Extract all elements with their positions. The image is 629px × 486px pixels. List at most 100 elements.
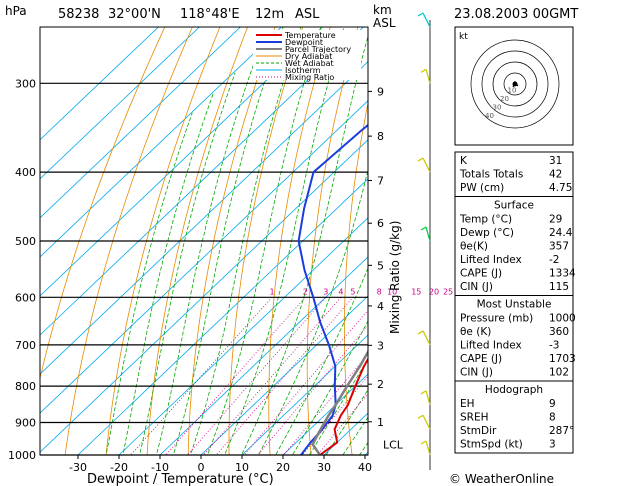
panel-row-label: Lifted Index [460,340,522,352]
panel-row-value: 3 [549,439,556,451]
legend-entry: Isotherm [285,66,321,75]
isotherm-line [40,27,364,336]
wind-barb-flag [417,12,424,17]
wet-adiabat-line [122,93,214,455]
temperature-tick-label: -20 [110,461,128,474]
dry-adiabat-line [40,27,166,380]
plot-frame [39,26,369,456]
wet-adiabat-line [342,416,368,455]
wind-barb-flag [420,68,427,73]
wind-barb [422,330,431,346]
km-tick-label: 7 [377,174,384,187]
wet-adiabat-line [207,27,322,455]
wind-barb-flag [417,330,424,335]
legend-entry: Dry Adiabat [285,52,332,61]
mixing-ratio-label: 20 [429,287,439,296]
panel-row-label: StmDir [460,425,497,437]
km-tick-label: 5 [377,259,384,272]
km-tick-label: 6 [377,217,384,230]
panel-row-value: -2 [549,254,559,266]
panel-row-label: PW (cm) [460,182,504,194]
panel-row-label: Temp (°C) [459,214,512,226]
mixing-ratio-line [215,297,354,455]
legend-box [253,30,361,80]
temperature-tick-label: -30 [69,461,87,474]
dry-adiabat-line [187,27,276,455]
pressure-tick-label: 1000 [8,449,36,462]
km-tick-label: 8 [377,130,384,143]
station-asl: ASL [295,7,320,22]
panel-row-value: 102 [549,367,569,379]
km-asl-label: ASL [373,16,396,30]
dry-adiabat-line [575,14,629,470]
hpa-axis-label: hPa [5,4,27,18]
isotherm-line [40,61,368,375]
station-lon: 118°48'E [180,7,240,22]
temperature-tick-label: 0 [198,461,205,474]
panel-row-value: 287° [549,425,574,437]
panel-row-label: CAPE (J) [460,268,502,280]
km-axis-label: km [373,3,392,17]
panel-row-value: 1334 [549,268,576,280]
hodograph-ring [503,72,527,96]
panel-row-value: 115 [549,281,569,293]
wind-barb-flag [417,414,424,419]
isotherm-line [40,139,368,453]
dry-adiabat-line [306,27,359,455]
km-tick-label: 1 [377,416,384,429]
wet-adiabat-line [155,50,259,455]
mixing-ratio-label: 15 [411,287,421,296]
dewpoint-profile [297,123,368,455]
hodograph-ring [492,61,538,107]
hodograph-stats-box-title: Hodograph [485,384,543,396]
dry-adiabat-line [268,27,331,455]
wet-adiabat-line [139,72,236,455]
pressure-tick-label: 600 [15,291,36,304]
isotherm-line [40,27,241,219]
hodograph-kt-label: kt [459,32,468,42]
isotherm-line [40,100,368,414]
weatheronline-credit: © WeatherOnline [449,472,554,486]
station-elevation: 12m [255,7,284,22]
mixing-ratio-label: 10 [387,287,397,296]
temperature-tick-label: 20 [276,461,290,474]
panel-row-value: 9 [549,398,556,410]
panel-row-label: Dewp (°C) [460,227,514,239]
pressure-tick-label: 300 [15,77,36,90]
hodograph-trace [512,80,519,88]
wind-barb [425,69,431,84]
wind-barb-flag [417,157,424,162]
panel-row-value: 29 [549,214,562,226]
indices-box [454,151,574,197]
dry-adiabat-line [146,27,249,455]
mixing-ratio-label: 1 [270,287,275,296]
panel-row-label: θe(K) [460,241,488,253]
isotherm-line [40,27,282,258]
wet-adiabat-line [224,27,345,455]
panel-row-value: 360 [549,326,569,338]
pressure-tick-label: 900 [15,416,36,429]
panel-row-label: Lifted Index [460,254,522,266]
panel-row-label: K [460,155,468,167]
mixing-ratio-line [165,297,306,455]
panel-row-value: 31 [549,155,562,167]
dry-adiabat-line [343,101,368,455]
wet-adiabat-line [241,34,368,455]
pressure-tick-label: 800 [15,380,36,393]
panel-row-label: Pressure (mb) [460,313,533,325]
pressure-tick-label: 700 [15,339,36,352]
wind-barb-flag [420,226,427,231]
wet-adiabat-line [292,320,368,455]
station-id: 58238 [58,7,99,22]
wet-adiabat-line [308,357,368,455]
isotherm-line [40,27,200,180]
temperature-tick-label: 10 [235,461,249,474]
temperature-profile [319,357,368,455]
pressure-tick-label: 500 [15,235,36,248]
isotherm-line [118,217,368,455]
mixing-ratio-label: 8 [377,287,382,296]
temperature-tick-label: -10 [151,461,169,474]
panel-row-value: 1703 [549,353,576,365]
datetime: 23.08.2003 00GMT [454,7,578,22]
